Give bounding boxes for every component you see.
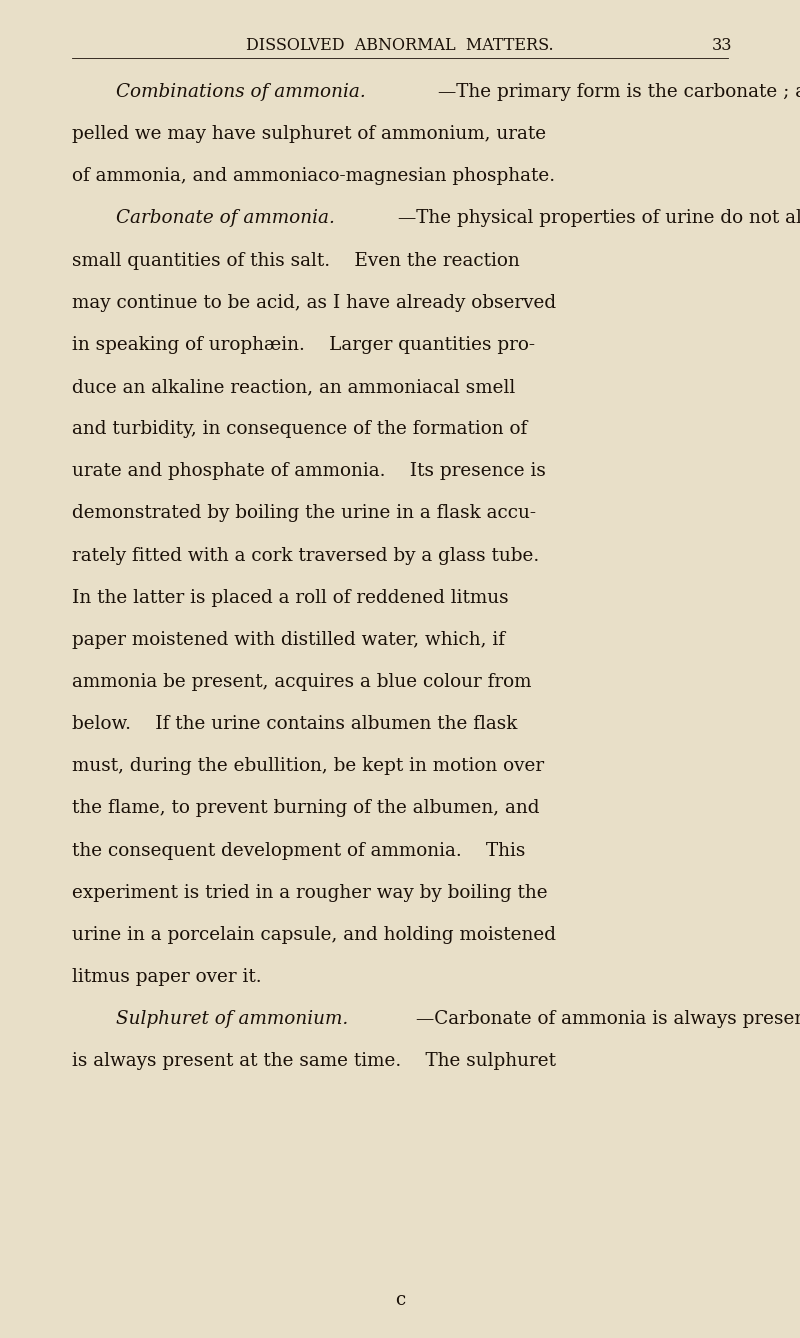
Text: paper moistened with distilled water, which, if: paper moistened with distilled water, wh…: [72, 630, 505, 649]
Text: demonstrated by boiling the urine in a flask accu-: demonstrated by boiling the urine in a f…: [72, 504, 536, 522]
Text: c: c: [395, 1291, 405, 1309]
Text: —The primary form is the carbonate ; after the carbonic acid is ex-: —The primary form is the carbonate ; aft…: [438, 83, 800, 100]
Text: 33: 33: [711, 37, 732, 55]
Text: urine in a porcelain capsule, and holding moistened: urine in a porcelain capsule, and holdin…: [72, 926, 556, 943]
Text: may continue to be acid, as I have already observed: may continue to be acid, as I have alrea…: [72, 293, 556, 312]
Text: Carbonate of ammonia.: Carbonate of ammonia.: [116, 209, 335, 227]
Text: of ammonia, and ammoniaco-magnesian phosphate.: of ammonia, and ammoniaco-magnesian phos…: [72, 167, 555, 185]
Text: rately fitted with a cork traversed by a glass tube.: rately fitted with a cork traversed by a…: [72, 546, 539, 565]
Text: the consequent development of ammonia.  This: the consequent development of ammonia. T…: [72, 842, 526, 859]
Text: below.  If the urine contains albumen the flask: below. If the urine contains albumen the…: [72, 714, 518, 733]
Text: In the latter is placed a roll of reddened litmus: In the latter is placed a roll of redden…: [72, 589, 509, 606]
Text: Sulphuret of ammonium.: Sulphuret of ammonium.: [116, 1010, 348, 1028]
Text: in speaking of urophæin.  Larger quantities pro-: in speaking of urophæin. Larger quantiti…: [72, 336, 535, 353]
Text: the flame, to prevent burning of the albumen, and: the flame, to prevent burning of the alb…: [72, 799, 539, 818]
Text: ammonia be present, acquires a blue colour from: ammonia be present, acquires a blue colo…: [72, 673, 531, 690]
Text: and turbidity, in consequence of the formation of: and turbidity, in consequence of the for…: [72, 420, 527, 438]
Text: pelled we may have sulphuret of ammonium, urate: pelled we may have sulphuret of ammonium…: [72, 126, 546, 143]
Text: DISSOLVED  ABNORMAL  MATTERS.: DISSOLVED ABNORMAL MATTERS.: [246, 37, 554, 55]
Text: urate and phosphate of ammonia.  Its presence is: urate and phosphate of ammonia. Its pres…: [72, 462, 546, 480]
Text: Combinations of ammonia.: Combinations of ammonia.: [116, 83, 366, 100]
Text: experiment is tried in a rougher way by boiling the: experiment is tried in a rougher way by …: [72, 883, 548, 902]
Text: litmus paper over it.: litmus paper over it.: [72, 967, 262, 986]
Text: —The physical properties of urine do not always disclose the presence of: —The physical properties of urine do not…: [398, 209, 800, 227]
Text: small quantities of this salt.  Even the reaction: small quantities of this salt. Even the …: [72, 252, 520, 269]
Text: duce an alkaline reaction, an ammoniacal smell: duce an alkaline reaction, an ammoniacal…: [72, 377, 515, 396]
Text: is always present at the same time.  The sulphuret: is always present at the same time. The …: [72, 1052, 556, 1070]
Text: must, during the ebullition, be kept in motion over: must, during the ebullition, be kept in …: [72, 757, 544, 775]
Text: —Carbonate of ammonia is always present at the same time.  The sulphuret: —Carbonate of ammonia is always present …: [416, 1010, 800, 1028]
